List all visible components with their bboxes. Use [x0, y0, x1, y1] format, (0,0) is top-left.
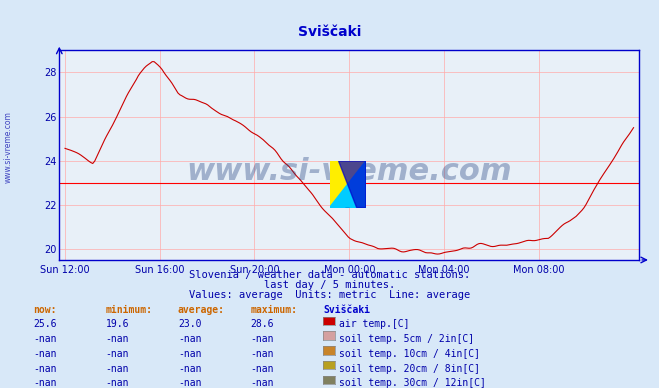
Text: www.si-vreme.com: www.si-vreme.com: [3, 111, 13, 184]
Text: -nan: -nan: [33, 334, 57, 344]
Text: soil temp. 20cm / 8in[C]: soil temp. 20cm / 8in[C]: [339, 364, 480, 374]
Text: -nan: -nan: [105, 349, 129, 359]
Text: -nan: -nan: [105, 378, 129, 388]
Text: average:: average:: [178, 305, 225, 315]
Text: -nan: -nan: [250, 349, 274, 359]
Text: maximum:: maximum:: [250, 305, 297, 315]
Text: 25.6: 25.6: [33, 319, 57, 329]
Text: -nan: -nan: [33, 364, 57, 374]
Text: air temp.[C]: air temp.[C]: [339, 319, 410, 329]
Polygon shape: [330, 161, 366, 208]
Text: www.si-vreme.com: www.si-vreme.com: [186, 158, 512, 187]
Text: soil temp. 30cm / 12in[C]: soil temp. 30cm / 12in[C]: [339, 378, 486, 388]
Bar: [345, 208, 349, 217]
Text: Values: average  Units: metric  Line: average: Values: average Units: metric Line: aver…: [189, 290, 470, 300]
Text: -nan: -nan: [178, 364, 202, 374]
Text: 19.6: 19.6: [105, 319, 129, 329]
Text: last day / 5 minutes.: last day / 5 minutes.: [264, 280, 395, 290]
Text: Sviščaki: Sviščaki: [298, 25, 361, 39]
Text: -nan: -nan: [178, 349, 202, 359]
Text: -nan: -nan: [33, 349, 57, 359]
Text: -nan: -nan: [250, 334, 274, 344]
Text: -nan: -nan: [33, 378, 57, 388]
Text: 23.0: 23.0: [178, 319, 202, 329]
Text: -nan: -nan: [250, 378, 274, 388]
Text: -nan: -nan: [178, 378, 202, 388]
Text: now:: now:: [33, 305, 57, 315]
Text: soil temp. 10cm / 4in[C]: soil temp. 10cm / 4in[C]: [339, 349, 480, 359]
Text: -nan: -nan: [250, 364, 274, 374]
Text: -nan: -nan: [178, 334, 202, 344]
Text: Slovenia / weather data - automatic stations.: Slovenia / weather data - automatic stat…: [189, 270, 470, 280]
Polygon shape: [339, 161, 366, 208]
Text: 28.6: 28.6: [250, 319, 274, 329]
Polygon shape: [330, 161, 366, 208]
Text: -nan: -nan: [105, 334, 129, 344]
Text: minimum:: minimum:: [105, 305, 152, 315]
Text: -nan: -nan: [105, 364, 129, 374]
Text: soil temp. 5cm / 2in[C]: soil temp. 5cm / 2in[C]: [339, 334, 474, 344]
Text: Sviščaki: Sviščaki: [323, 305, 370, 315]
